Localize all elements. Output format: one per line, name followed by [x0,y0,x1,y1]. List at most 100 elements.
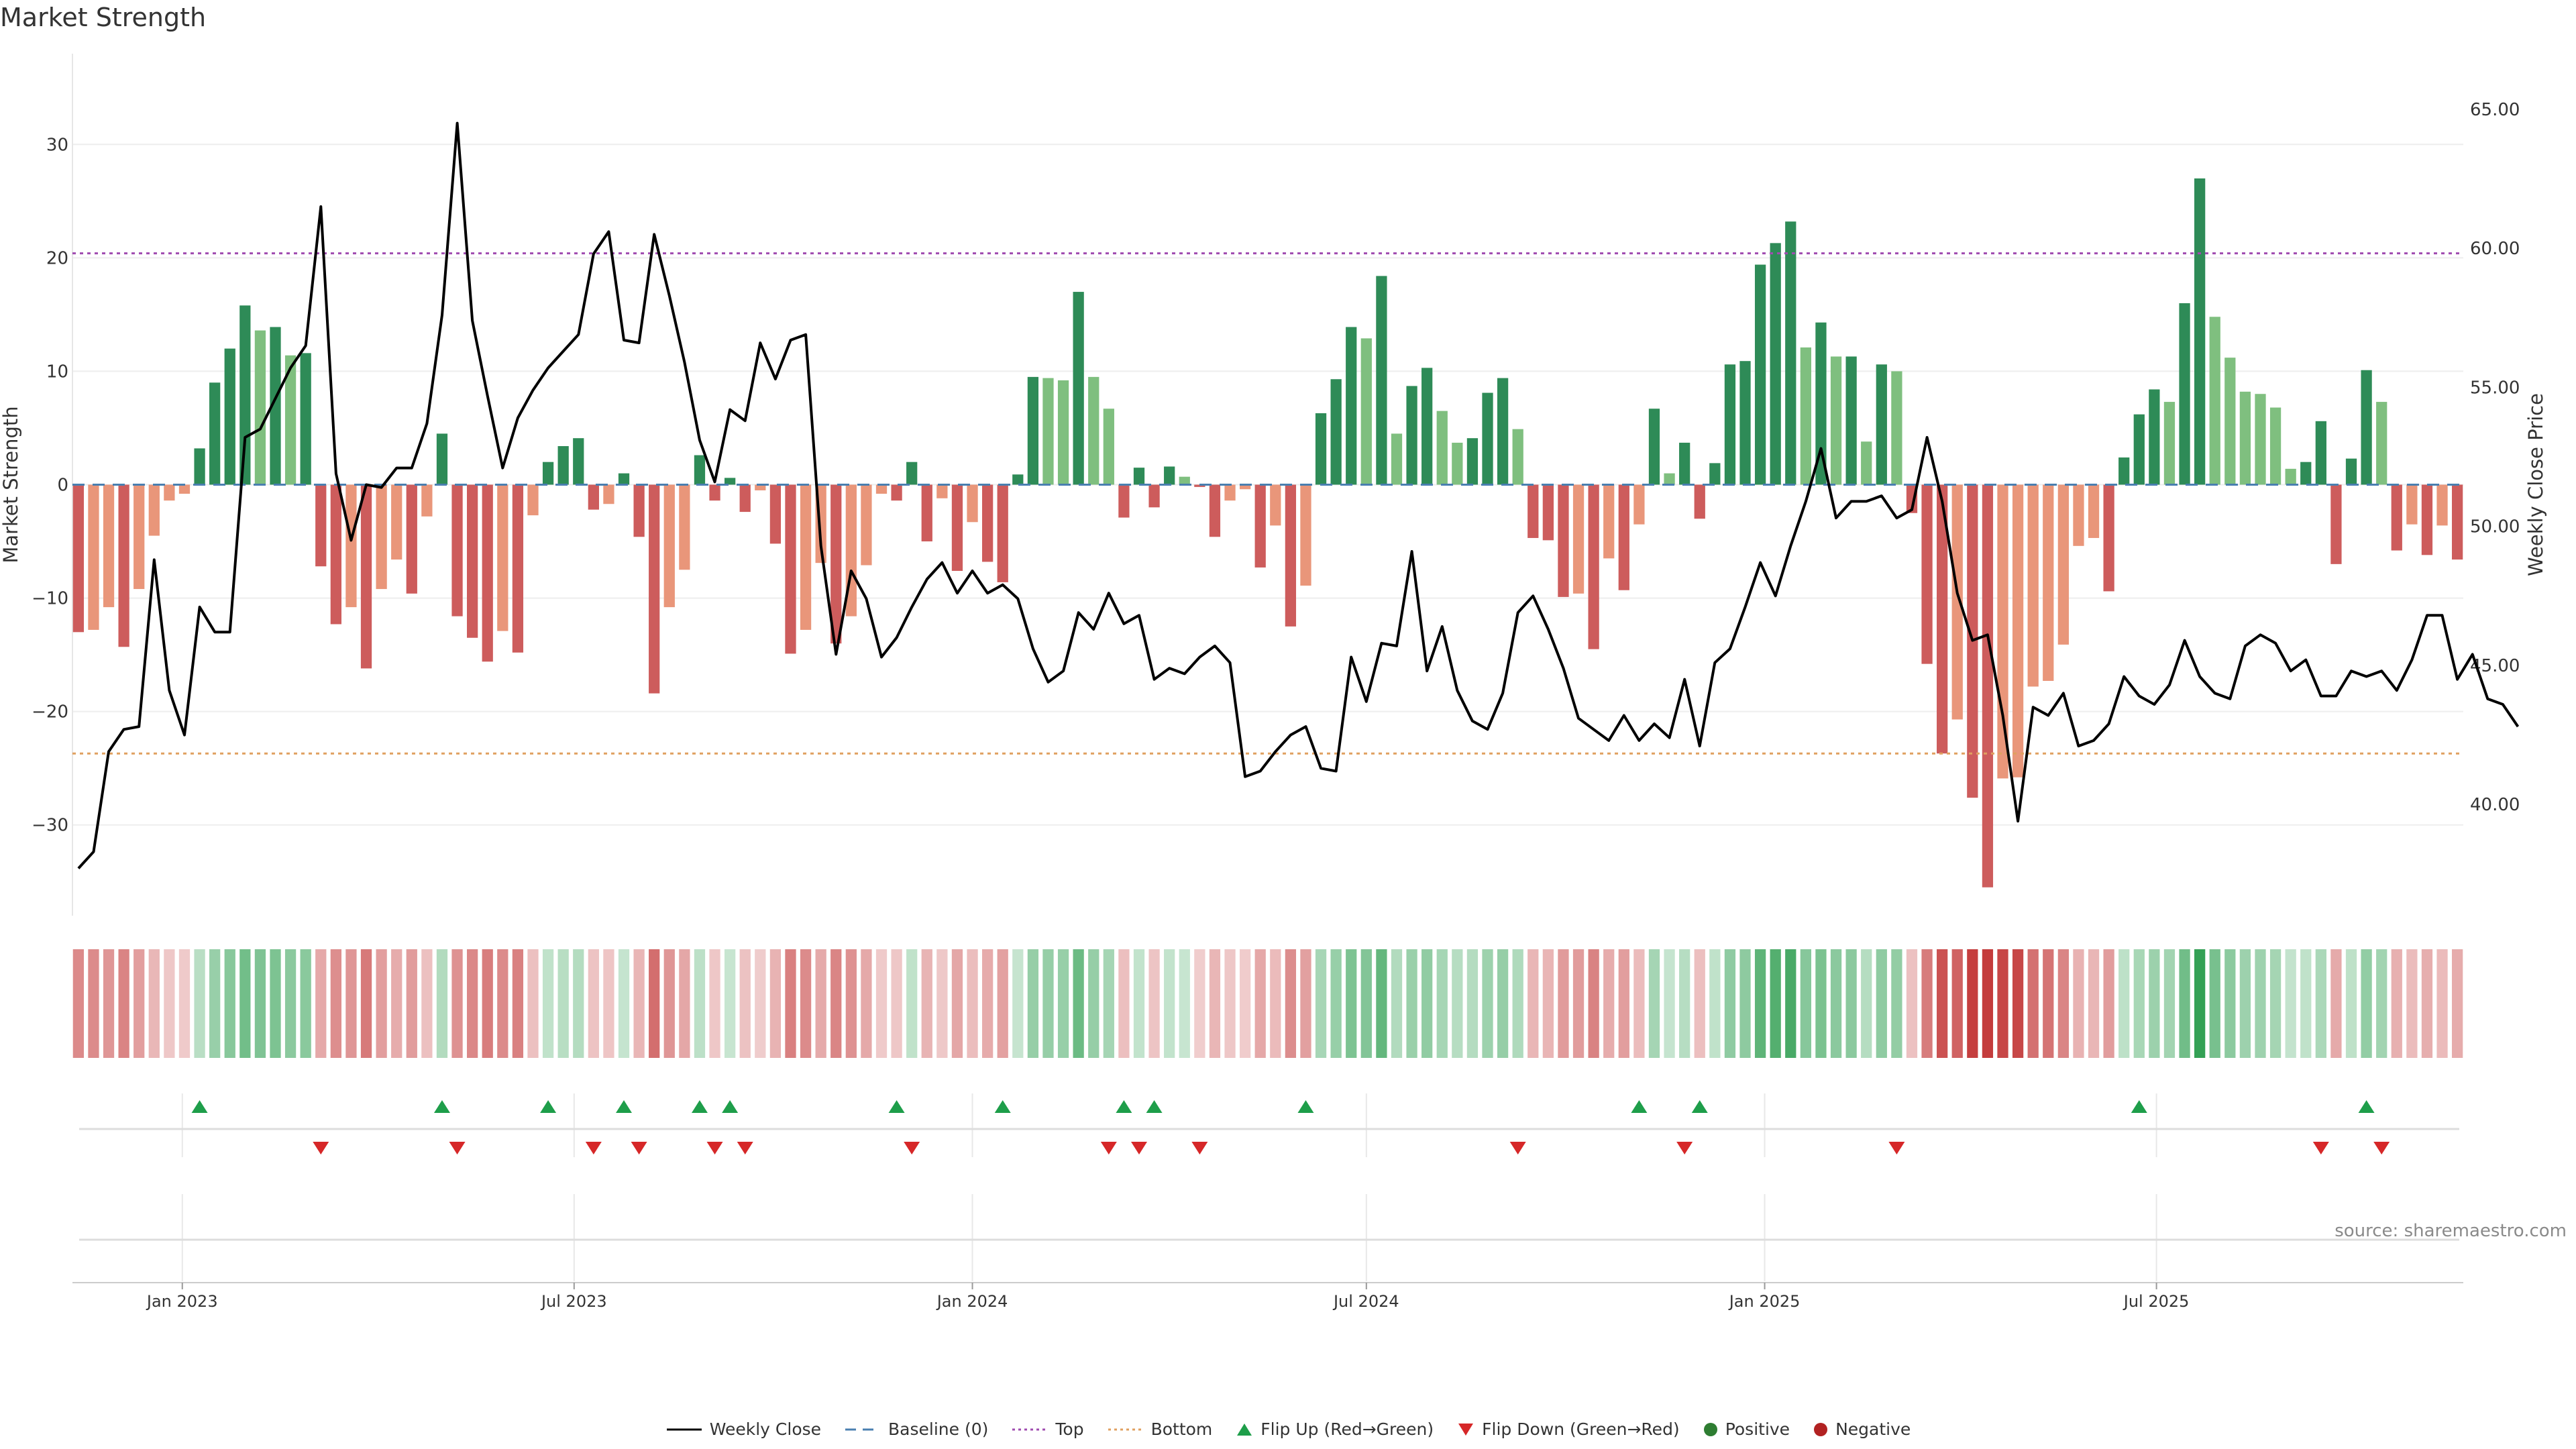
flip-up-marker [1297,1100,1314,1113]
strength-bar [1618,484,1629,590]
heatmap-cell [224,949,235,1058]
strength-bar [133,484,145,590]
strength-bar [906,462,918,485]
flip-up-marker [691,1100,708,1113]
strength-bar [997,484,1008,582]
strength-bar [2406,484,2418,525]
heatmap-cell [1103,949,1114,1058]
page-title: Market Strength [0,3,207,32]
strength-bar [467,484,478,638]
flip-up-marker [1631,1100,1648,1113]
strength-bar [785,484,796,654]
strength-bar [239,305,251,485]
heatmap-cell [906,949,918,1058]
strength-bar [830,484,842,644]
strength-bar [1482,392,1493,485]
source-note: source: sharemaestro.com [2334,1221,2567,1241]
heatmap-cell [1482,949,1493,1058]
strength-bar [1300,484,1311,586]
strength-bar [1951,484,1963,720]
legend-baseline-label: Baseline (0) [888,1419,989,1439]
heatmap-cell [1452,949,1463,1058]
strength-bar [1254,484,1266,568]
heatmap-cell [739,949,751,1058]
flip-down-marker [1888,1142,1905,1155]
heatmap-cell [2163,949,2176,1058]
heatmap-cell [2436,949,2448,1058]
strength-bar [1148,484,1160,508]
strength-bar [1648,409,1660,485]
strength-bar [663,484,675,608]
heatmap-cell [2088,949,2100,1058]
heatmap-cell [421,949,433,1058]
strength-bar [967,484,978,523]
heatmap-cell [1270,949,1281,1058]
heatmap-cell [1527,949,1539,1058]
heatmap-cell [1664,949,1675,1058]
heatmap-cell [209,949,221,1058]
x-tick-label: Jan 2024 [936,1292,1008,1311]
heatmap-cell [769,949,782,1058]
flip-up-marker [722,1100,739,1113]
y2-tick-label: 65.00 [2470,100,2520,120]
heatmap-cell [967,949,978,1058]
strength-bar [2103,484,2114,592]
heatmap-cell [2376,949,2387,1058]
negative-dot-icon [1814,1422,1828,1436]
y2-tick-label: 55.00 [2470,378,2520,398]
strength-bar [1633,484,1645,525]
heatmap-cell [921,949,932,1058]
heatmap-cell [785,949,796,1058]
heatmap-cell [436,949,448,1058]
strength-bar [1239,484,1251,490]
strength-bar [2452,484,2463,560]
heatmap-cell [360,949,372,1058]
heatmap-cell [2103,949,2114,1058]
heatmap-cell [694,949,706,1058]
flip-up-marker [2131,1100,2147,1113]
heatmap-cell [2421,949,2433,1058]
heatmap-cell [497,949,508,1058]
heatmap-cell [148,949,160,1058]
strength-bar [2300,462,2312,485]
heatmap-cell [1330,949,1342,1058]
heatmap-cell [1815,949,1827,1058]
flip-down-marker [449,1142,466,1155]
heatmap-cell [527,949,539,1058]
heatmap-cell [1118,949,1130,1058]
heatmap-cell [300,949,311,1058]
heatmap-cell [2269,949,2282,1058]
chart-legend: Weekly Close Baseline (0) Top Bottom Fli… [0,1419,2576,1439]
flip-down-marker [585,1142,602,1155]
heatmap-cell [2255,949,2266,1058]
heatmap-cell [1012,949,1024,1058]
strength-bar [724,478,736,485]
heatmap-cell [1376,949,1387,1058]
legend-flip-down-label: Flip Down (Green→Red) [1482,1419,1680,1439]
heatmap-cell [1239,949,1251,1058]
heatmap-cell [1770,949,1781,1058]
y-tick-label: −20 [32,702,68,722]
legend-bottom-label: Bottom [1150,1419,1213,1439]
strength-bar [633,484,645,537]
strength-bar [1164,466,1175,485]
heatmap-cell [2027,949,2039,1058]
strength-bar [542,462,554,485]
strength-bar [2088,484,2100,538]
strength-bar [981,484,994,562]
strength-bar [1073,292,1084,485]
heatmap-cell [467,949,478,1058]
heatmap-cell [830,949,842,1058]
heatmap-cell [88,949,99,1058]
legend-positive-label: Positive [1725,1419,1790,1439]
heatmap-cell [1906,949,1918,1058]
flip-down-marker [2373,1142,2390,1155]
strength-bar [951,484,963,571]
heatmap-cell [1603,949,1615,1058]
strength-bar [1406,386,1417,485]
heatmap-cell [1588,949,1599,1058]
heatmap-cell [557,949,569,1058]
strength-bar [2239,391,2251,485]
strength-bar [755,484,766,490]
heatmap-cell [2209,949,2220,1058]
